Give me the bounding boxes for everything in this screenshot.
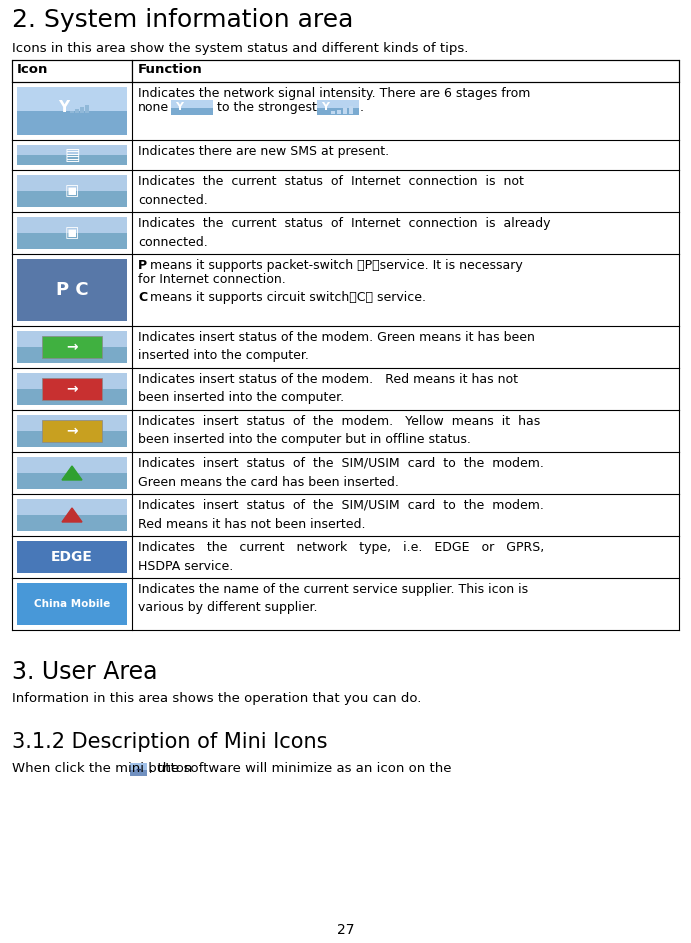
Text: Indicates the network signal intensity. There are 6 stages from: Indicates the network signal intensity. …: [138, 87, 531, 100]
Bar: [17, 145, 127, 155]
Bar: [75, 108, 79, 113]
Bar: [17, 373, 127, 389]
Text: Indicates there are new SMS at present.: Indicates there are new SMS at present.: [138, 145, 389, 158]
Bar: [17, 415, 127, 431]
Bar: [17, 217, 127, 233]
Text: P: P: [138, 259, 147, 272]
Bar: [41, 336, 102, 358]
Text: →: →: [66, 424, 78, 438]
Bar: [17, 583, 127, 625]
Bar: [17, 87, 127, 111]
Polygon shape: [62, 508, 82, 522]
Bar: [17, 175, 127, 191]
Bar: [85, 105, 89, 113]
Bar: [17, 347, 127, 363]
Text: Indicates  the  current  status  of  Internet  connection  is  already
connected: Indicates the current status of Internet…: [138, 217, 551, 249]
Bar: [17, 541, 127, 557]
Text: China Mobile: China Mobile: [34, 599, 110, 609]
Bar: [171, 108, 213, 115]
Text: Indicates insert status of the modem. Green means it has been
inserted into the : Indicates insert status of the modem. Gr…: [138, 331, 535, 362]
Text: –: –: [135, 765, 142, 774]
Bar: [343, 108, 347, 114]
Bar: [171, 100, 213, 108]
Bar: [132, 60, 679, 82]
Bar: [17, 233, 127, 249]
Text: P C: P C: [56, 281, 88, 299]
Bar: [41, 420, 102, 442]
Text: to the strongest: to the strongest: [217, 101, 317, 114]
Text: 27: 27: [337, 923, 354, 937]
Bar: [17, 259, 127, 321]
Text: 2. System information area: 2. System information area: [12, 8, 353, 32]
Bar: [17, 191, 127, 207]
Bar: [317, 108, 359, 115]
Bar: [17, 604, 127, 625]
Text: for Internet connection.: for Internet connection.: [138, 273, 286, 286]
Bar: [17, 389, 127, 405]
Text: 3. User Area: 3. User Area: [12, 660, 158, 684]
Bar: [80, 107, 84, 113]
Text: Indicates  insert  status  of  the  modem.   Yellow  means  it  has
been inserte: Indicates insert status of the modem. Ye…: [138, 415, 540, 446]
Text: →: →: [66, 340, 78, 354]
Text: Indicates insert status of the modem.   Red means it has not
been inserted into : Indicates insert status of the modem. Re…: [138, 373, 518, 405]
Text: Icon: Icon: [17, 63, 48, 76]
Text: Function: Function: [138, 63, 202, 76]
Text: Icons in this area show the system status and different kinds of tips.: Icons in this area show the system statu…: [12, 42, 468, 55]
Bar: [17, 431, 127, 447]
Text: .: .: [360, 101, 364, 114]
Text: means it supports packet-switch （P）service. It is necessary: means it supports packet-switch （P）servi…: [146, 259, 523, 272]
Text: ▣: ▣: [65, 184, 79, 198]
Bar: [17, 557, 127, 573]
Text: →: →: [66, 382, 78, 396]
Text: 3.1.2 Description of Mini Icons: 3.1.2 Description of Mini Icons: [12, 732, 328, 752]
Bar: [17, 331, 127, 347]
Bar: [337, 109, 341, 114]
Bar: [70, 110, 74, 113]
Text: ▤: ▤: [64, 146, 80, 164]
Bar: [17, 155, 127, 165]
Text: , the software will minimize as an icon on the: , the software will minimize as an icon …: [149, 762, 451, 775]
Bar: [317, 100, 359, 108]
Text: Indicates   the   current   network   type,   i.e.   EDGE   or   GPRS,
HSDPA ser: Indicates the current network type, i.e.…: [138, 541, 545, 572]
Bar: [12, 60, 132, 82]
Bar: [331, 111, 335, 114]
Bar: [41, 378, 102, 400]
Text: ▣: ▣: [65, 225, 79, 240]
Text: C: C: [138, 291, 147, 304]
Text: Y: Y: [175, 103, 183, 112]
Text: Y: Y: [321, 103, 329, 112]
Bar: [349, 106, 353, 114]
Text: Information in this area shows the operation that you can do.: Information in this area shows the opera…: [12, 692, 422, 705]
Bar: [130, 763, 147, 769]
Text: Indicates the name of the current service supplier. This icon is
various by diff: Indicates the name of the current servic…: [138, 583, 528, 615]
Text: Indicates  insert  status  of  the  SIM/USIM  card  to  the  modem.
Green means : Indicates insert status of the SIM/USIM …: [138, 457, 544, 488]
Text: none: none: [138, 101, 169, 114]
Bar: [130, 769, 147, 776]
Bar: [17, 473, 127, 489]
Bar: [17, 457, 127, 473]
Text: Indicates  insert  status  of  the  SIM/USIM  card  to  the  modem.
Red means it: Indicates insert status of the SIM/USIM …: [138, 499, 544, 531]
Text: When click the mini button: When click the mini button: [12, 762, 192, 775]
Bar: [17, 583, 127, 604]
Text: EDGE: EDGE: [51, 550, 93, 564]
Text: Y: Y: [59, 101, 70, 115]
Bar: [17, 259, 127, 290]
Bar: [17, 111, 127, 135]
Text: means it supports circuit switch（C） service.: means it supports circuit switch（C） serv…: [146, 291, 426, 304]
Bar: [17, 515, 127, 531]
Text: Indicates  the  current  status  of  Internet  connection  is  not
connected.: Indicates the current status of Internet…: [138, 175, 524, 207]
Bar: [17, 541, 127, 573]
Polygon shape: [62, 466, 82, 480]
Bar: [17, 499, 127, 515]
Bar: [17, 290, 127, 321]
